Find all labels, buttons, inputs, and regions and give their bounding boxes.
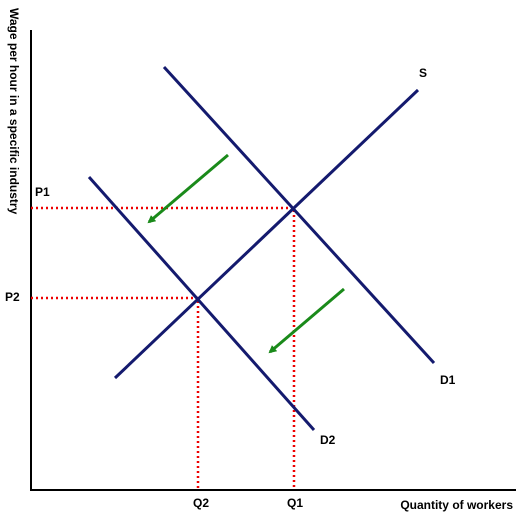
- curve-label: S: [419, 66, 427, 80]
- supply-curve: [113, 88, 420, 380]
- shift-arrow: [147, 153, 229, 224]
- demand-curve-1: [162, 65, 436, 365]
- y-axis-label: Wage per hour in a specific industry: [7, 8, 21, 215]
- shift-arrows: [147, 153, 345, 354]
- guides: [31, 206, 296, 490]
- x-axis-label: Quantity of workers: [400, 498, 513, 512]
- curves: [87, 65, 436, 431]
- curve-label: D2: [320, 433, 336, 447]
- price-label: P1: [35, 185, 50, 199]
- quantity-label: Q2: [193, 496, 209, 510]
- shift-arrow: [268, 287, 345, 354]
- price-label: P2: [5, 290, 20, 304]
- curve-label: D1: [440, 373, 456, 387]
- demand-curve-2: [87, 176, 316, 431]
- quantity-label: Q1: [287, 496, 303, 510]
- p1-q1-guide: [31, 206, 296, 490]
- p2-q2-guide: [31, 296, 200, 490]
